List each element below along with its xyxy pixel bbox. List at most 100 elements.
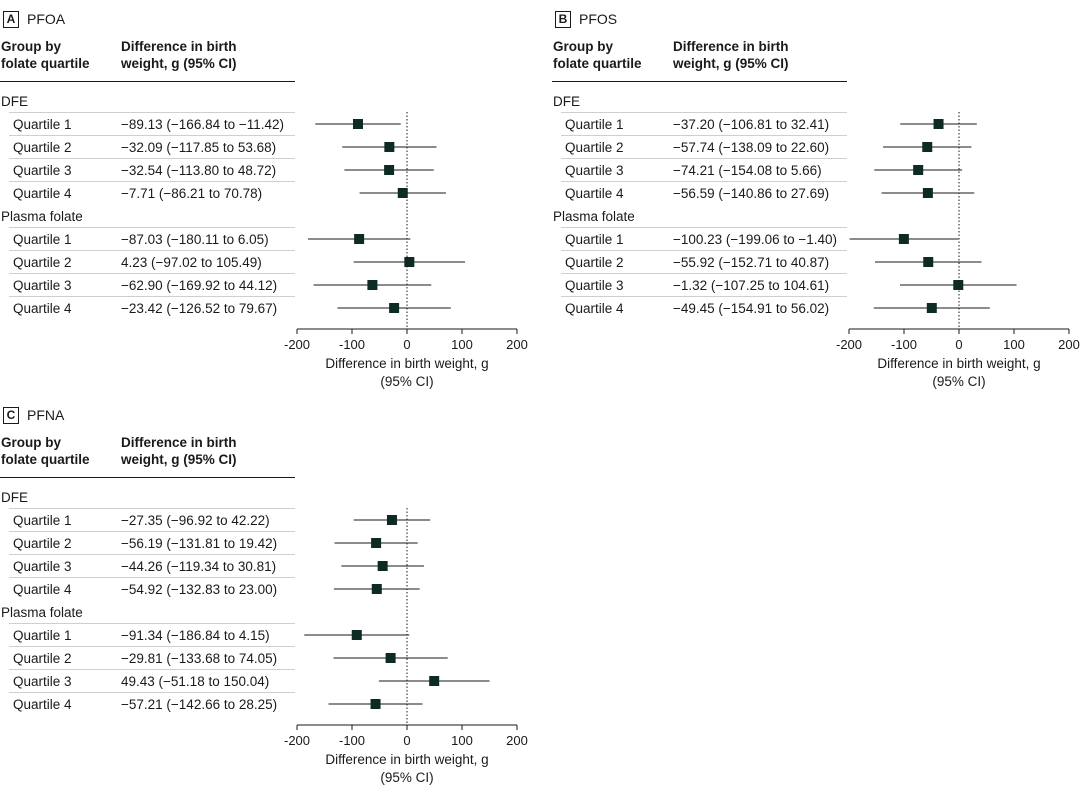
panel-header: C PFNA [0,404,64,426]
x-axis-label-ci: (95% CI) [380,770,433,785]
header-rule [0,81,295,82]
group-label: DFE [553,94,580,109]
x-tick-label: 200 [506,733,528,748]
point-estimate-marker [367,280,378,290]
quartile-label: Quartile 3 [565,278,624,293]
header-rule [0,477,295,478]
estimate-ci-text: −29.81 (−133.68 to 74.05) [121,651,277,666]
x-tick-label: 200 [1058,337,1080,352]
x-tick-label: 200 [506,337,528,352]
point-estimate-marker [898,234,909,244]
estimate-ci-text: −54.92 (−132.83 to 23.00) [121,582,277,597]
quartile-label: Quartile 2 [13,536,72,551]
point-estimate-marker [923,257,934,267]
quartile-label: Quartile 1 [13,513,72,528]
estimate-ci-text: −32.54 (−113.80 to 48.72) [121,163,276,178]
quartile-label: Quartile 2 [565,255,624,270]
panel-letter: A [3,10,19,28]
estimate-ci-text: −27.35 (−96.92 to 42.22) [121,513,270,528]
quartile-label: Quartile 3 [13,559,72,574]
panel-title: PFNA [27,407,65,423]
estimate-ci-text: −7.71 (−86.21 to 70.78) [121,186,262,201]
quartile-label: Quartile 3 [13,278,72,293]
estimate-ci-text: 4.23 (−97.02 to 105.49) [121,255,262,270]
group-header-line-1: Group by [1,435,61,450]
difference-header-line-2: weight, g (95% CI) [673,56,789,71]
x-axis-label: Difference in birth weight, g [877,356,1040,371]
difference-header-line-1: Difference in birth [673,39,789,54]
point-estimate-marker [404,257,415,267]
panel-pfna: C PFNA Group by folate quartile Differen… [0,404,530,799]
panel-header: B PFOS [552,8,617,30]
point-estimate-marker [385,653,396,663]
quartile-label: Quartile 4 [565,301,624,316]
point-estimate-marker [377,561,388,571]
x-axis-label-ci: (95% CI) [932,374,985,389]
point-estimate-marker [371,538,382,548]
quartile-label: Quartile 2 [13,651,72,666]
group-column-header: Group by folate quartile [553,38,663,72]
difference-column-header: Difference in birth weight, g (95% CI) [121,38,291,72]
group-label: Plasma folate [1,605,83,620]
point-estimate-marker [922,142,933,152]
estimate-ci-text: −62.90 (−169.92 to 44.12) [121,278,277,293]
group-label: DFE [1,490,28,505]
group-header-line-2: folate quartile [1,452,90,467]
group-header-line-2: folate quartile [553,56,642,71]
forest-plot: DFE Quartile 1 −27.35 (−96.92 to 42.22) Qua… [1,490,528,785]
quartile-label: Quartile 3 [13,163,72,178]
estimate-ci-text: −57.74 (−138.09 to 22.60) [673,140,829,155]
quartile-label: Quartile 4 [13,697,72,712]
header-rule [552,81,847,82]
forest-plot: DFE Quartile 1 −37.20 (−106.81 to 32.41) Qu… [553,94,1080,389]
quartile-label: Quartile 3 [565,163,624,178]
point-estimate-marker [370,699,381,709]
estimate-ci-text: −1.32 (−107.25 to 104.61) [673,278,829,293]
estimate-ci-text: −23.42 (−126.52 to 79.67) [121,301,277,316]
estimate-ci-text: −37.20 (−106.81 to 32.41) [673,117,829,132]
panel-letter: C [3,406,19,424]
quartile-label: Quartile 1 [13,232,72,247]
estimate-ci-text: −55.92 (−152.71 to 40.87) [673,255,829,270]
difference-column-header: Difference in birth weight, g (95% CI) [121,434,291,468]
point-estimate-marker [397,188,408,198]
estimate-ci-text: 49.43 (−51.18 to 150.04) [121,674,269,689]
estimate-ci-text: −89.13 (−166.84 to −11.42) [121,117,284,132]
group-column-header: Group by folate quartile [1,38,111,72]
panel-title: PFOA [27,11,66,27]
quartile-label: Quartile 4 [13,301,72,316]
difference-column-header: Difference in birth weight, g (95% CI) [673,38,843,72]
panel-pfoa: A PFOA Group by folate quartile Differen… [0,8,530,403]
panel-letter: B [555,10,571,28]
quartile-label: Quartile 1 [13,117,72,132]
point-estimate-marker [913,165,924,175]
x-axis-label: Difference in birth weight, g [325,752,488,767]
difference-header-line-2: weight, g (95% CI) [121,56,237,71]
quartile-label: Quartile 4 [565,186,624,201]
x-axis-label-ci: (95% CI) [380,374,433,389]
point-estimate-marker [953,280,964,290]
group-column-header: Group by folate quartile [1,434,111,468]
estimate-ci-text: −57.21 (−142.66 to 28.25) [121,697,277,712]
difference-header-line-1: Difference in birth [121,39,237,54]
x-tick-label: -100 [339,337,365,352]
quartile-label: Quartile 1 [565,117,624,132]
group-label: Plasma folate [1,209,83,224]
quartile-label: Quartile 4 [13,582,72,597]
quartile-label: Quartile 1 [565,232,624,247]
estimate-ci-text: −87.03 (−180.11 to 6.05) [121,232,269,247]
estimate-ci-text: −74.21 (−154.08 to 5.66) [673,163,822,178]
x-tick-label: 100 [1003,337,1025,352]
panel-header: A PFOA [0,8,65,30]
quartile-label: Quartile 2 [13,140,72,155]
estimate-ci-text: −56.19 (−131.81 to 19.42) [121,536,277,551]
point-estimate-marker [371,584,382,594]
point-estimate-marker [351,630,362,640]
estimate-ci-text: −32.09 (−117.85 to 53.68) [121,140,276,155]
point-estimate-marker [922,188,933,198]
quartile-label: Quartile 2 [565,140,624,155]
group-label: DFE [1,94,28,109]
point-estimate-marker [386,515,397,525]
difference-header-line-1: Difference in birth [121,435,237,450]
x-axis-label: Difference in birth weight, g [325,356,488,371]
